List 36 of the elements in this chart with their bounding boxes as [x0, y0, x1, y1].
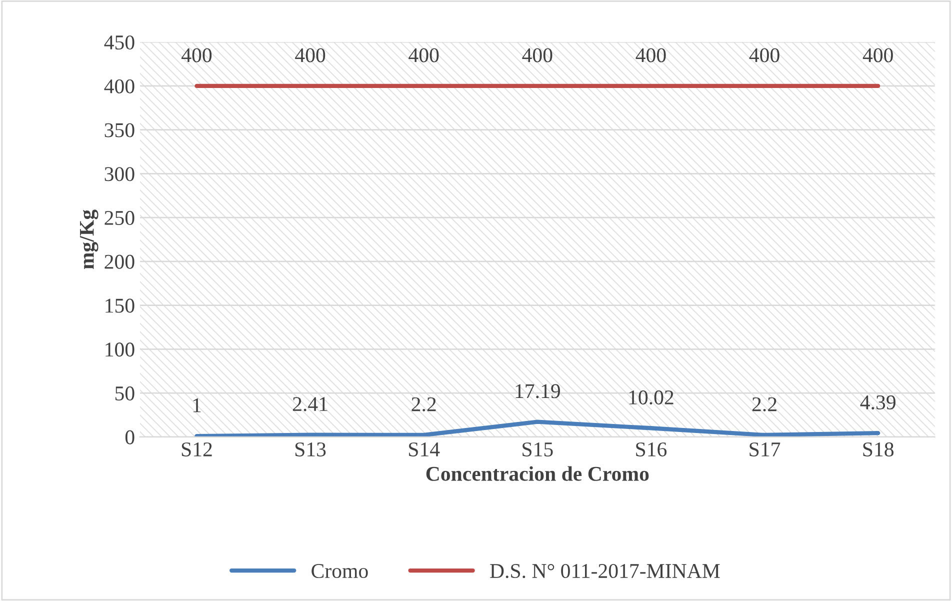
y-tick-label: 250 [104, 210, 134, 225]
y-tick-label: 0 [125, 430, 134, 444]
y-axis-title: mg/Kg [80, 210, 98, 270]
legend-label: Cromo [312, 564, 368, 578]
line-series [194, 420, 880, 437]
data-label: 400 [408, 48, 439, 62]
data-label: 2.2 [412, 397, 436, 412]
y-tick-label: 150 [106, 298, 134, 313]
data-label: 400 [749, 48, 780, 62]
y-tick-label: 50 [115, 386, 134, 400]
y-tick-label: 300 [104, 167, 134, 182]
legend-label: D.S. N° 011-2017-MINAM [490, 564, 720, 578]
y-tick-label: 350 [104, 123, 134, 138]
data-label: 10.02 [629, 390, 674, 405]
data-label: 400 [182, 48, 212, 62]
x-tick-label: S17 [750, 442, 780, 456]
data-label: 4.39 [860, 395, 896, 410]
x-tick-label: S16 [636, 442, 667, 456]
y-tick-label: 100 [106, 342, 134, 357]
data-label: 17.19 [516, 384, 560, 398]
data-label: 400 [862, 48, 893, 62]
x-tick-label: S14 [409, 442, 440, 456]
x-tick-label: S13 [295, 442, 326, 456]
data-label: 2.2 [752, 397, 776, 412]
y-tick-label: 450 [104, 35, 134, 50]
x-tick-label: S18 [863, 442, 894, 456]
data-label: 1 [193, 398, 201, 412]
y-tick-label: 400 [104, 79, 134, 94]
y-tick-label: 200 [104, 254, 134, 269]
data-label: 400 [295, 48, 326, 62]
data-label: 400 [636, 48, 666, 62]
x-tick-label: S15 [522, 442, 553, 456]
x-axis-title: Concentracion de Cromo [426, 466, 649, 481]
x-tick-label: S12 [182, 442, 212, 456]
data-label: 2.41 [292, 397, 328, 412]
data-label: 400 [522, 48, 552, 62]
